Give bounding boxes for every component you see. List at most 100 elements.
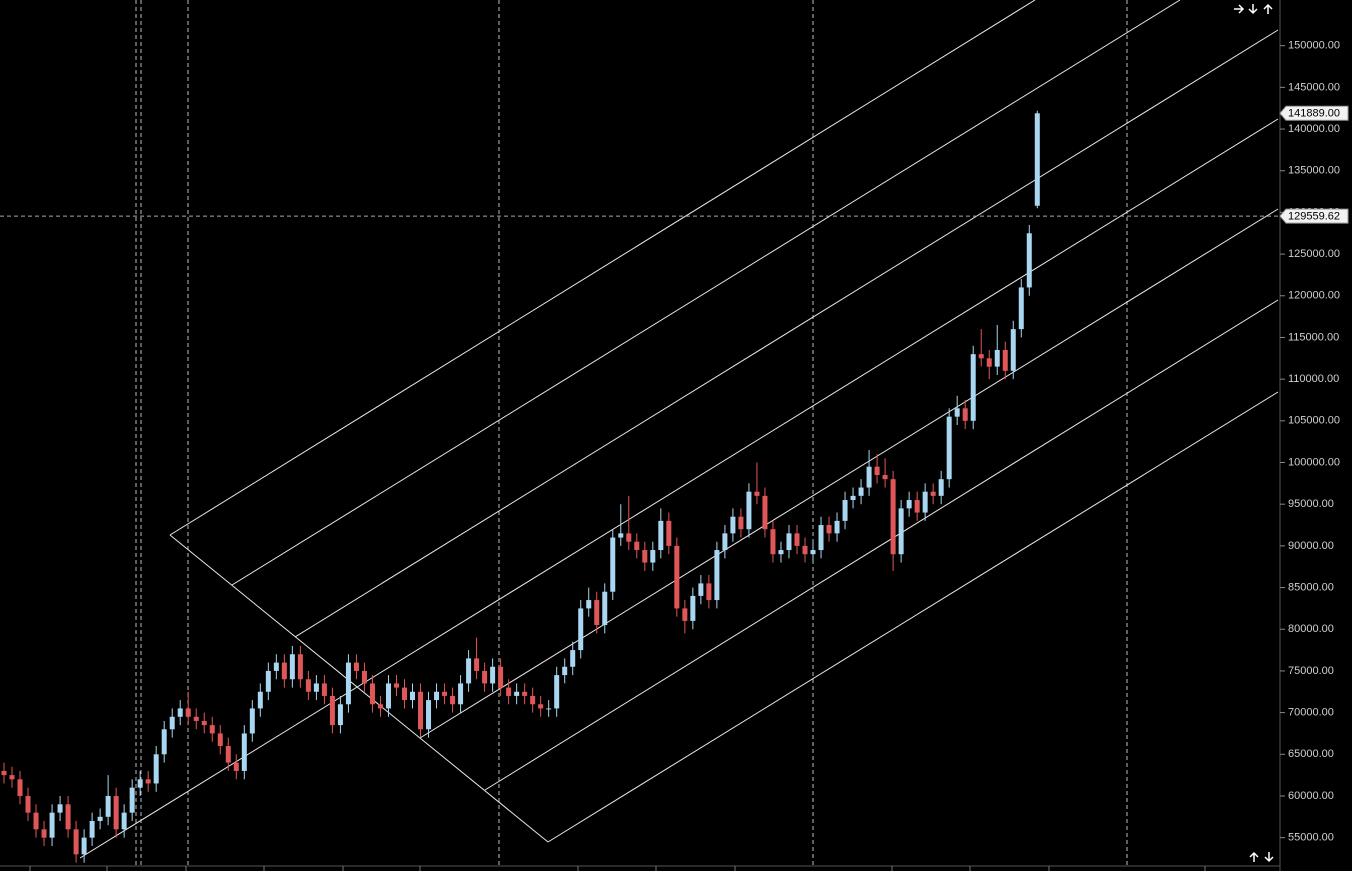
candle-body <box>113 795 119 830</box>
candle-body <box>586 600 592 609</box>
candle-body <box>450 695 456 705</box>
candle-body <box>65 804 71 830</box>
candle-body <box>193 716 199 721</box>
y-tick-label: 110000.00 <box>1288 373 1339 385</box>
candle-body <box>618 533 624 538</box>
candle-body <box>738 516 744 530</box>
y-tick-label: 70000.00 <box>1288 707 1334 719</box>
candle-body <box>626 533 632 542</box>
candle-body <box>1034 113 1040 206</box>
candle-body <box>930 491 936 496</box>
candle-body <box>762 495 768 530</box>
candle-body <box>546 708 552 710</box>
candle-body <box>978 354 984 359</box>
candle-body <box>874 466 880 476</box>
price-label: 141889.00 <box>1288 108 1340 120</box>
y-tick-label: 90000.00 <box>1288 540 1334 552</box>
candle-body <box>249 708 255 734</box>
candle-body <box>257 691 263 709</box>
candle-body <box>418 691 424 730</box>
y-tick-label: 85000.00 <box>1288 581 1334 593</box>
candle-body <box>682 608 688 621</box>
candle-body <box>289 654 295 680</box>
candle-body <box>650 550 656 563</box>
candle-body <box>73 829 79 855</box>
y-tick-label: 145000.00 <box>1288 81 1340 93</box>
icon-up <box>1263 3 1273 14</box>
candle-body <box>826 525 832 534</box>
candle-body <box>530 695 536 705</box>
candle-body <box>121 812 127 830</box>
candle-body <box>209 725 215 734</box>
y-tick-label: 65000.00 <box>1288 748 1334 760</box>
candle-body <box>145 779 151 784</box>
candle-body <box>746 491 752 530</box>
candle-body <box>241 733 247 771</box>
candle-body <box>105 795 111 817</box>
candle-body <box>458 683 464 705</box>
channel-line <box>547 391 1279 843</box>
candle-body <box>666 520 672 546</box>
candle-body <box>97 816 103 821</box>
icon-down <box>1264 852 1274 863</box>
price-label-box <box>1279 208 1349 224</box>
candle-body <box>393 683 399 688</box>
candle-body <box>41 829 47 838</box>
candle-body <box>570 650 576 667</box>
candle-body <box>658 520 664 551</box>
candle-body <box>522 691 528 696</box>
channel-line <box>294 29 1279 638</box>
candle-body <box>265 670 271 692</box>
candle-body <box>538 704 544 709</box>
y-tick-label: 105000.00 <box>1288 415 1340 427</box>
candle-body <box>81 837 87 855</box>
candle-body <box>938 479 944 496</box>
candle-body <box>442 691 448 696</box>
candle-body <box>321 683 327 696</box>
candle-body <box>353 662 359 671</box>
candle-body <box>506 687 512 696</box>
candle-body <box>906 500 912 509</box>
candle-body <box>914 500 920 513</box>
y-tick-label: 95000.00 <box>1288 498 1334 510</box>
candle-body <box>674 545 680 609</box>
candle-body <box>474 658 480 671</box>
candle-body <box>434 691 440 701</box>
scroll-icons <box>1234 3 1274 863</box>
candle-body <box>770 529 776 555</box>
candle-body <box>297 654 303 680</box>
candle-body <box>49 812 55 838</box>
candles <box>1 110 1040 863</box>
candle-body <box>89 820 95 838</box>
y-tick-label: 55000.00 <box>1288 832 1334 844</box>
candle-body <box>722 533 728 551</box>
candle-body <box>794 533 800 546</box>
candle-body <box>410 691 416 701</box>
candle-body <box>369 683 375 705</box>
candle-body <box>1018 287 1024 330</box>
candle-body <box>954 408 960 417</box>
channel-line <box>169 0 1036 536</box>
y-axis: 55000.00 60000.00 65000.00 70000.00 75000.00… <box>1280 40 1340 844</box>
candle-body <box>594 600 600 626</box>
candle-body <box>17 779 23 796</box>
candle-body <box>129 787 135 813</box>
candle-body <box>810 550 816 555</box>
candle-body <box>9 775 15 780</box>
candle-body <box>426 700 432 730</box>
channel-line <box>231 0 1181 586</box>
candle-body <box>602 591 608 626</box>
y-tick-label: 120000.00 <box>1288 290 1340 302</box>
candle-body <box>57 804 63 813</box>
candle-body <box>754 491 760 496</box>
price-labels: 129559.62 141889.00 <box>0 105 1349 224</box>
candle-body <box>1010 329 1016 371</box>
candle-body <box>33 812 39 830</box>
candle-body <box>714 550 720 601</box>
candle-body <box>337 704 343 726</box>
y-tick-label: 100000.00 <box>1288 456 1340 468</box>
candle-body <box>233 762 239 771</box>
candle-body <box>153 754 159 784</box>
channel-line <box>419 208 1279 739</box>
channel-lines <box>79 0 1279 859</box>
